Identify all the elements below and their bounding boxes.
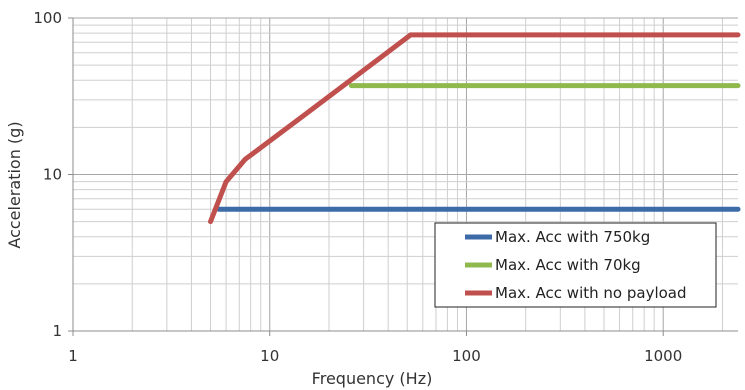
y-tick-label: 1 bbox=[52, 322, 62, 340]
x-tick-label: 1000 bbox=[644, 347, 682, 365]
legend-label-1: Max. Acc with 750kg bbox=[495, 228, 650, 246]
x-tick-label: 10 bbox=[260, 347, 279, 365]
x-tick-label: 1 bbox=[68, 347, 78, 365]
legend-label-3: Max. Acc with no payload bbox=[495, 284, 687, 302]
x-axis-title: Frequency (Hz) bbox=[312, 369, 433, 388]
legend-label-2: Max. Acc with 70kg bbox=[495, 256, 641, 274]
x-tick-label: 100 bbox=[452, 347, 481, 365]
series-layer bbox=[208, 32, 741, 225]
axis-layer: 1 10 100 1000 1 10 100 bbox=[33, 9, 738, 365]
y-axis-title: Acceleration (g) bbox=[5, 121, 24, 248]
y-tick-label: 100 bbox=[33, 9, 62, 27]
series-line-3 bbox=[208, 32, 741, 225]
y-tick-label: 10 bbox=[43, 166, 62, 184]
legend: Max. Acc with 750kg Max. Acc with 70kg Max… bbox=[434, 222, 717, 308]
